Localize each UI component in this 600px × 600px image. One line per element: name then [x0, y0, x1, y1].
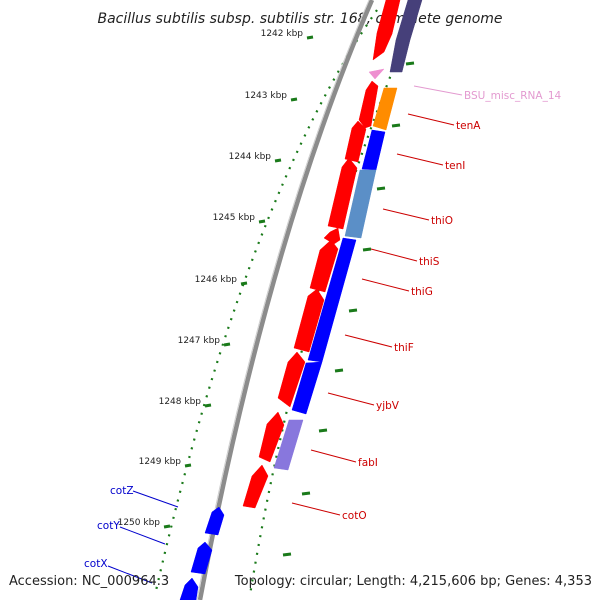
- inner-tick-dash: [283, 554, 291, 555]
- gene-label-teni[interactable]: tenI: [445, 160, 465, 172]
- label-connector: [362, 279, 409, 291]
- gene-label-cotx[interactable]: cotX: [84, 558, 108, 570]
- inner-tick-dash: [302, 493, 310, 494]
- tick-dash: [185, 465, 191, 466]
- map-title: Bacillus subtilis subsp. subtilis str. 1…: [97, 11, 502, 27]
- gene-feature: [191, 542, 212, 574]
- gene-label-bsu_misc_rna_14[interactable]: BSU_misc_RNA_14: [464, 90, 562, 102]
- gene-label-tena[interactable]: tenA: [456, 120, 481, 132]
- inner-tick-dash: [349, 310, 357, 311]
- gene-feature: [345, 121, 366, 162]
- tick-dash: [164, 526, 170, 527]
- label-connector: [311, 450, 356, 462]
- tick-label: 1247 kbp: [178, 336, 221, 346]
- tick-dash: [205, 405, 211, 406]
- tick-label: 1249 kbp: [139, 457, 182, 467]
- tick-label: 1246 kbp: [195, 275, 238, 285]
- label-connector: [133, 491, 178, 507]
- gene-features: [180, 0, 422, 600]
- tick-label: 1245 kbp: [213, 213, 256, 223]
- tick-dash: [307, 37, 313, 38]
- inner-tick-dash: [406, 63, 414, 64]
- inner-tick-dash: [335, 370, 343, 371]
- gene-feature: [205, 507, 224, 535]
- label-connectors: [108, 86, 462, 583]
- gene-label-thio[interactable]: thiO: [431, 215, 453, 227]
- gene-label-fabi[interactable]: fabI: [358, 457, 378, 469]
- tick-dash: [291, 99, 297, 100]
- inner-tick-dash: [392, 125, 400, 126]
- tick-label: 1248 kbp: [159, 397, 202, 407]
- label-connector: [383, 209, 429, 220]
- tick-label: 1244 kbp: [229, 152, 272, 162]
- label-connector: [397, 154, 443, 165]
- tick-label: 1242 kbp: [261, 29, 304, 39]
- gene-label-thig[interactable]: thiG: [411, 286, 433, 298]
- label-connector: [328, 393, 374, 405]
- tick-label: 1243 kbp: [245, 91, 288, 101]
- inner-tick-dash: [319, 430, 327, 431]
- label-connector: [120, 527, 165, 544]
- gene-label-coty[interactable]: cotY: [97, 520, 120, 532]
- gene-label-cotz[interactable]: cotZ: [110, 485, 134, 497]
- inner-tick-dash: [377, 188, 385, 189]
- tick-dash: [241, 283, 247, 284]
- gene-label-yjbv[interactable]: yjbV: [376, 400, 400, 412]
- accession-text: Accession: NC_000964.3: [9, 574, 169, 589]
- tick-dash: [259, 221, 265, 222]
- tick-label: 1250 kbp: [118, 518, 161, 528]
- gene-feature: [362, 130, 385, 170]
- gene-feature: [180, 578, 198, 600]
- tick-dash: [224, 344, 230, 345]
- gene-label-thif[interactable]: thiF: [394, 342, 414, 354]
- topology-text: Topology: circular; Length: 4,215,606 bp…: [235, 574, 592, 589]
- tick-dash: [275, 160, 281, 161]
- gene-feature: [243, 465, 268, 508]
- gene-feature: [369, 69, 384, 79]
- gene-label-this[interactable]: thiS: [419, 256, 440, 268]
- label-connector: [371, 249, 417, 261]
- label-connector: [408, 114, 454, 125]
- label-connector: [414, 86, 462, 95]
- label-connector: [345, 335, 392, 347]
- inner-tick-dash: [363, 249, 371, 250]
- label-connector: [292, 503, 340, 515]
- gene-label-coto[interactable]: cotO: [342, 510, 367, 522]
